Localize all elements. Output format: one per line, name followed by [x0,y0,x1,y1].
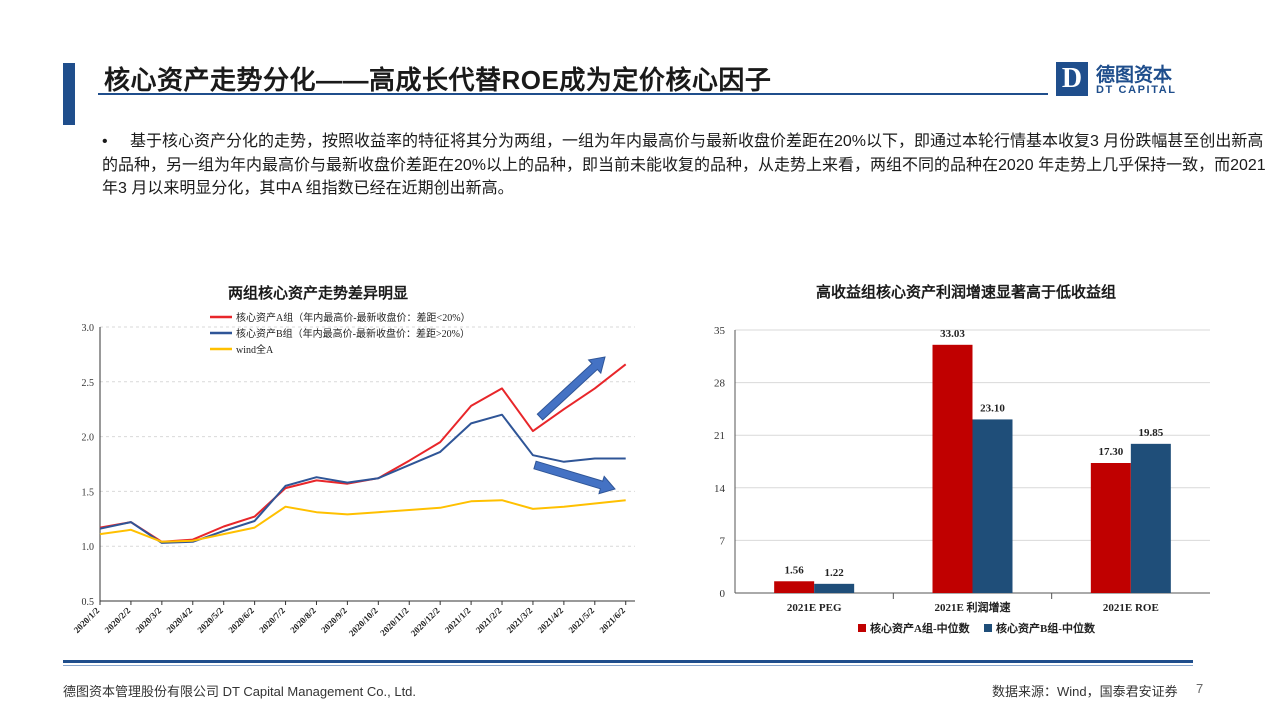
series-line-1 [99,413,626,544]
x-tick-label: 2020/4/2 [164,605,194,635]
trend-arrow-2 [533,460,616,495]
y-tick-label: 1.0 [82,542,95,553]
x-tick-label: 2021/6/2 [597,605,627,635]
footer-company: 德图资本管理股份有限公司 DT Capital Management Co., … [63,684,417,699]
logo-chinese-name: 德图资本 [1096,65,1173,86]
y-tick-label: 28 [714,378,726,390]
y-tick-label: 35 [714,325,726,337]
right-chart-title: 高收益组核心资产利润增速显著高于低收益组 [816,284,1117,301]
x-tick-label: 2020/5/2 [195,605,225,635]
page-title: 核心资产走势分化——高成长代替ROE成为定价核心因子 [104,65,772,95]
legend-label: 核心资产B组（年内最高价-最新收盘价：差距>20%） [236,327,470,340]
series-line-2 [99,499,626,543]
y-tick-label: 0 [720,588,726,600]
x-tick-label: 2021/5/2 [567,605,597,635]
summary-text: 基于核心资产分化的走势，按照收益率的特征将其分为两组，一组为年内最高价与最新收盘… [102,133,1266,197]
bar-0-2 [1090,463,1131,593]
footer-divider [63,660,1193,663]
x-tick-label: 2021/2/2 [474,605,504,635]
x-tick-label: 2020/1/2 [72,605,102,635]
bar-1-0 [814,583,855,593]
y-tick-label: 7 [720,535,726,547]
data-label: 23.10 [980,402,1005,414]
y-tick-label: 0.5 [82,597,95,608]
y-tick-label: 1.5 [82,487,95,498]
legend-swatch [858,624,866,632]
title-underline [98,93,1048,95]
bar-0-1 [932,344,973,593]
data-label: 1.22 [825,567,845,579]
company-logo: D 德图资本 DT CAPITAL [1056,62,1186,98]
bar-0-0 [774,581,815,593]
summary-paragraph: • 基于核心资产分化的走势，按照收益率的特征将其分为两组，一组为年内最高价与最新收… [102,130,1274,201]
page-number: 7 [1196,681,1204,696]
title-accent-bar [63,63,75,125]
logo-english-name: DT CAPITAL [1096,84,1177,96]
footer-source: 数据来源：Wind，国泰君安证券 [992,684,1178,699]
x-tick-label: 2021/1/2 [443,605,473,635]
x-tick-label: 2021/3/2 [505,605,535,635]
bar-1-2 [1130,443,1171,593]
x-tick-label: 2020/6/2 [226,605,256,635]
legend-swatch [984,624,992,632]
legend-label: 核心资产A组-中位数 [870,621,971,635]
data-label: 19.85 [1138,427,1163,439]
legend-label: 核心资产B组-中位数 [996,621,1096,635]
legend-label: 核心资产A组（年内最高价-最新收盘价：差距<20%） [236,311,471,324]
bar-1-1 [972,419,1013,593]
y-tick-label: 2.0 [82,433,95,444]
x-category-label: 2021E PEG [787,602,842,614]
trend-arrow-1 [536,356,606,421]
y-tick-label: 2.5 [82,378,95,389]
y-tick-label: 14 [714,483,726,495]
y-tick-label: 21 [714,430,725,442]
x-tick-label: 2020/8/2 [288,605,318,635]
footer-divider-thin [63,665,1193,666]
data-label: 33.03 [940,328,965,340]
y-tick-label: 3.0 [82,323,95,334]
legend-label: wind全A [236,343,274,356]
x-tick-label: 2020/11/2 [378,605,411,638]
left-chart-title: 两组核心资产走势差异明显 [228,285,409,302]
x-tick-label: 2020/9/2 [319,605,349,635]
x-category-label: 2021E 利润增速 [934,600,1010,614]
x-tick-label: 2020/12/2 [409,605,442,638]
x-category-label: 2021E ROE [1103,602,1159,614]
logo-mark: D [1056,62,1088,96]
series-line-0 [99,363,627,543]
x-tick-label: 2020/3/2 [134,605,164,635]
line-chart: 3.02.52.01.51.00.5 2020/1/2 2020/2/2 2020/… [72,311,635,638]
x-tick-label: 2020/10/2 [347,605,380,638]
data-label: 1.56 [785,564,805,576]
x-tick-label: 2021/4/2 [536,605,566,635]
bullet-dot: • [102,133,108,150]
data-label: 17.30 [1098,446,1123,458]
x-tick-label: 2020/7/2 [257,605,287,635]
x-tick-label: 2020/2/2 [103,605,133,635]
